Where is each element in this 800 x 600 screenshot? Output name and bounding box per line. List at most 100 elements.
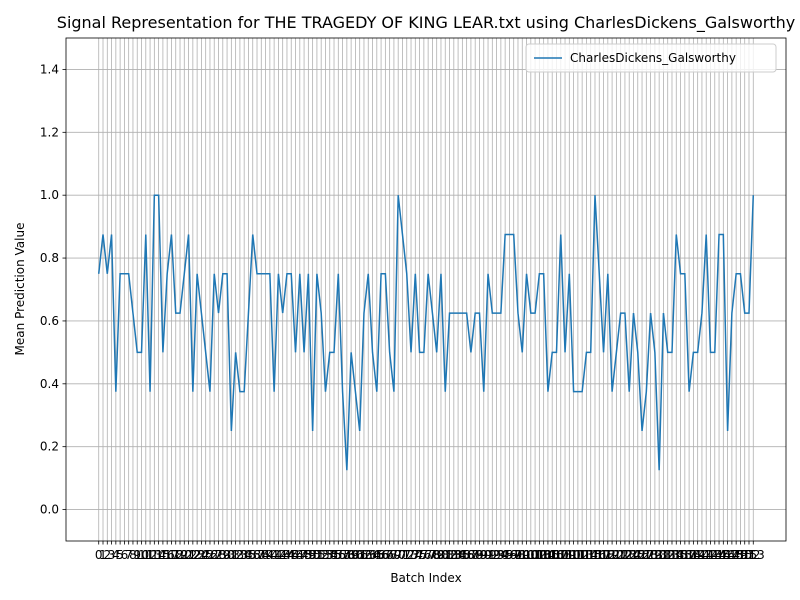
x-tick-label: 86	[459, 548, 474, 562]
x-tick-label: 7	[125, 548, 133, 562]
x-tick-label: 52	[314, 548, 329, 562]
y-tick-label: 1.4	[40, 62, 59, 76]
x-tick-label: 72	[399, 548, 414, 562]
x-tick-label: 123	[613, 548, 636, 562]
x-tick-label: 140	[686, 548, 709, 562]
x-tick-label: 6	[121, 548, 129, 562]
x-tick-label: 67	[378, 548, 393, 562]
x-tick-label: 104	[532, 548, 555, 562]
x-tick-label: 38	[254, 548, 269, 562]
x-tick-label: 25	[198, 548, 213, 562]
x-tick-label: 11	[138, 548, 153, 562]
y-tick-label: 0.6	[40, 314, 59, 328]
x-tick-label: 119	[596, 548, 619, 562]
x-tick-label: 98	[510, 548, 525, 562]
x-tick-label: 40	[262, 548, 277, 562]
x-tick-label: 3	[108, 548, 116, 562]
x-tick-label: 10	[134, 548, 149, 562]
x-tick-label: 77	[420, 548, 435, 562]
x-tick-label: 110	[558, 548, 581, 562]
x-tick-label: 136	[669, 548, 692, 562]
x-tick-label: 33	[232, 548, 247, 562]
chart-title: Signal Representation for THE TRAGEDY OF…	[57, 13, 795, 33]
x-tick-label: 44	[279, 548, 294, 562]
x-tick-label: 79	[429, 548, 444, 562]
x-tick-label: 18	[168, 548, 183, 562]
x-tick-label: 108	[549, 548, 572, 562]
x-tick-label: 151	[733, 548, 756, 562]
x-tick-label: 12	[142, 548, 157, 562]
x-tick-label: 53	[318, 548, 333, 562]
x-tick-label: 131	[648, 548, 671, 562]
x-tick-label: 35	[241, 548, 256, 562]
x-tick-label: 99	[515, 548, 530, 562]
x-tick-label: 42	[271, 548, 286, 562]
x-tick-label: 152	[738, 548, 761, 562]
x-tick-label: 5	[116, 548, 124, 562]
x-tick-label: 96	[502, 548, 517, 562]
x-tick-label: 68	[382, 548, 397, 562]
x-tick-label: 132	[652, 548, 675, 562]
x-tick-label: 113	[571, 548, 594, 562]
x-tick-label: 4	[112, 548, 120, 562]
x-tick-label: 26	[202, 548, 217, 562]
x-tick-label: 116	[584, 548, 607, 562]
x-tick-label: 29	[215, 548, 230, 562]
x-tick-label: 30	[219, 548, 234, 562]
x-tick-label: 80	[433, 548, 448, 562]
x-tick-label: 73	[403, 548, 418, 562]
plot-frame	[65, 37, 787, 542]
x-tick-label: 15	[155, 548, 170, 562]
x-tick-label: 84	[450, 548, 465, 562]
x-tick-label: 143	[699, 548, 722, 562]
x-tick-label: 71	[395, 548, 410, 562]
x-tick-label: 36	[245, 548, 260, 562]
x-tick-label: 133	[656, 548, 679, 562]
x-tick-label: 28	[211, 548, 226, 562]
x-tick-label: 21	[181, 548, 196, 562]
x-tick-label: 61	[352, 548, 367, 562]
x-tick-label: 70	[391, 548, 406, 562]
legend-box	[525, 43, 777, 73]
x-tick-label: 111	[562, 548, 585, 562]
x-tick-label: 137	[673, 548, 696, 562]
x-tick-label: 64	[365, 548, 380, 562]
x-tick-label: 46	[288, 548, 303, 562]
x-tick-label: 124	[618, 548, 641, 562]
x-tick-label: 1	[99, 548, 107, 562]
x-tick-label: 48	[296, 548, 311, 562]
x-tick-label: 62	[356, 548, 371, 562]
x-tick-label: 125	[622, 548, 645, 562]
x-tick-label: 87	[463, 548, 478, 562]
x-tick-label: 8	[129, 548, 137, 562]
x-tick-label: 17	[164, 548, 179, 562]
x-tick-label: 66	[373, 548, 388, 562]
x-tick-label: 14	[151, 548, 166, 562]
x-tick-label: 153	[742, 548, 765, 562]
x-tick-label: 54	[322, 548, 337, 562]
x-tick-label: 47	[292, 548, 307, 562]
x-tick-label: 9	[133, 548, 141, 562]
x-tick-label: 63	[361, 548, 376, 562]
x-tick-label: 31	[224, 548, 239, 562]
x-tick-label: 127	[631, 548, 654, 562]
x-tick-label: 138	[678, 548, 701, 562]
x-tick-label: 74	[408, 548, 423, 562]
x-tick-label: 117	[588, 548, 611, 562]
x-tick-label: 75	[412, 548, 427, 562]
x-tick-label: 103	[528, 548, 551, 562]
x-tick-label: 37	[249, 548, 264, 562]
x-tick-label: 106	[541, 548, 564, 562]
x-tick-label: 144	[703, 548, 726, 562]
x-tick-label: 90	[476, 548, 491, 562]
y-tick-label: 0.4	[40, 377, 59, 391]
legend: CharlesDickens_Galsworthy	[525, 43, 777, 73]
x-tick-label: 118	[592, 548, 615, 562]
x-tick-label: 65	[369, 548, 384, 562]
x-axis-label: Batch Index	[390, 571, 461, 585]
x-tick-label: 81	[438, 548, 453, 562]
x-tick-label: 145	[708, 548, 731, 562]
y-tick-label: 1.2	[40, 125, 59, 139]
x-tick-label: 27	[207, 548, 222, 562]
